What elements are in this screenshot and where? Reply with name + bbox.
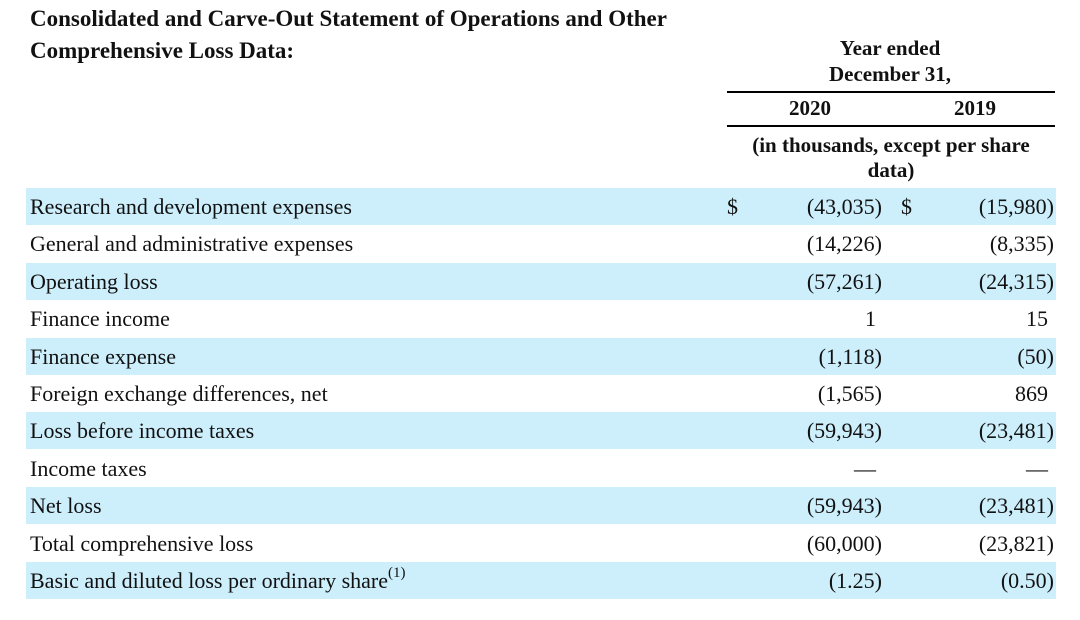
period-date-label: December 31,	[828, 62, 952, 86]
value-2019: 15	[1026, 306, 1048, 332]
value-2019: 869	[1015, 381, 1048, 406]
value-2019: (23,481)	[978, 418, 1054, 444]
row-label: Basic and diluted loss per ordinary shar…	[30, 564, 406, 593]
row-label: Finance income	[30, 306, 170, 332]
value-2019: (23,821)	[978, 530, 1054, 556]
value-2019: (50)	[1017, 343, 1054, 369]
header-rule-years	[727, 125, 1055, 127]
value-2020: (1,118)	[818, 343, 882, 369]
row-label: Loss before income taxes	[30, 418, 255, 444]
row-label: Research and development expenses	[30, 194, 352, 219]
footnote-marker: (1)	[388, 564, 406, 581]
table-row: Income taxes — —	[26, 450, 1056, 487]
value-2020: (59,943)	[806, 493, 882, 519]
table-row: Net loss (59,943) (23,481)	[26, 487, 1056, 525]
table-row: Finance income 1 15	[26, 300, 1056, 337]
table-row: General and administrative expenses (14,2…	[26, 225, 1056, 262]
value-2020: (60,000)	[806, 530, 882, 556]
table-row: Loss before income taxes (59,943) (23,481)	[26, 412, 1056, 450]
value-2020: (43,035)	[806, 194, 882, 219]
units-note-line1: (in thousands, except per share	[752, 133, 1030, 157]
table-row: Basic and diluted loss per ordinary shar…	[26, 562, 1056, 599]
row-label: Operating loss	[30, 268, 158, 294]
table-row: Finance expense (1,118) (50)	[26, 337, 1056, 375]
units-note-line2: data)	[867, 158, 915, 182]
row-label: Total comprehensive loss	[30, 530, 254, 556]
row-label: Net loss	[30, 493, 102, 519]
value-2019: (0.50)	[1000, 568, 1054, 593]
header-rule-top	[727, 91, 1055, 93]
row-label: General and administrative expenses	[30, 231, 354, 257]
value-2019: —	[1026, 455, 1048, 481]
value-2020: 1	[865, 306, 876, 332]
table-row: Foreign exchange differences, net (1,565)…	[26, 375, 1056, 412]
row-label: Finance expense	[30, 343, 176, 369]
table-row: Research and development expenses $ $ (43,0…	[26, 188, 1056, 225]
value-2020: (59,943)	[806, 418, 882, 444]
table-row: Operating loss (57,261) (24,315)	[26, 262, 1056, 300]
value-2020: (1,565)	[817, 381, 882, 406]
value-2019: (15,980)	[978, 194, 1054, 219]
statement-title: Consolidated and Carve-Out Statement of …	[30, 6, 667, 63]
value-2019: (24,315)	[978, 268, 1054, 294]
year-ended-label: Year ended	[839, 36, 941, 60]
year-2020-header: 2020	[789, 96, 831, 120]
currency-symbol-2019: $	[901, 194, 912, 219]
value-2020: (14,226)	[806, 231, 882, 257]
year-2019-header: 2019	[954, 96, 996, 120]
table-row: Total comprehensive loss (60,000) (23,821)	[26, 525, 1056, 562]
value-2020: —	[854, 455, 876, 481]
value-2019: (23,481)	[978, 493, 1054, 519]
value-2020: (57,261)	[806, 268, 882, 294]
value-2020: (1.25)	[828, 568, 882, 593]
value-2019: (8,335)	[989, 231, 1054, 257]
currency-symbol-2020: $	[727, 194, 738, 219]
row-label: Income taxes	[30, 455, 147, 481]
row-label: Foreign exchange differences, net	[30, 381, 328, 406]
